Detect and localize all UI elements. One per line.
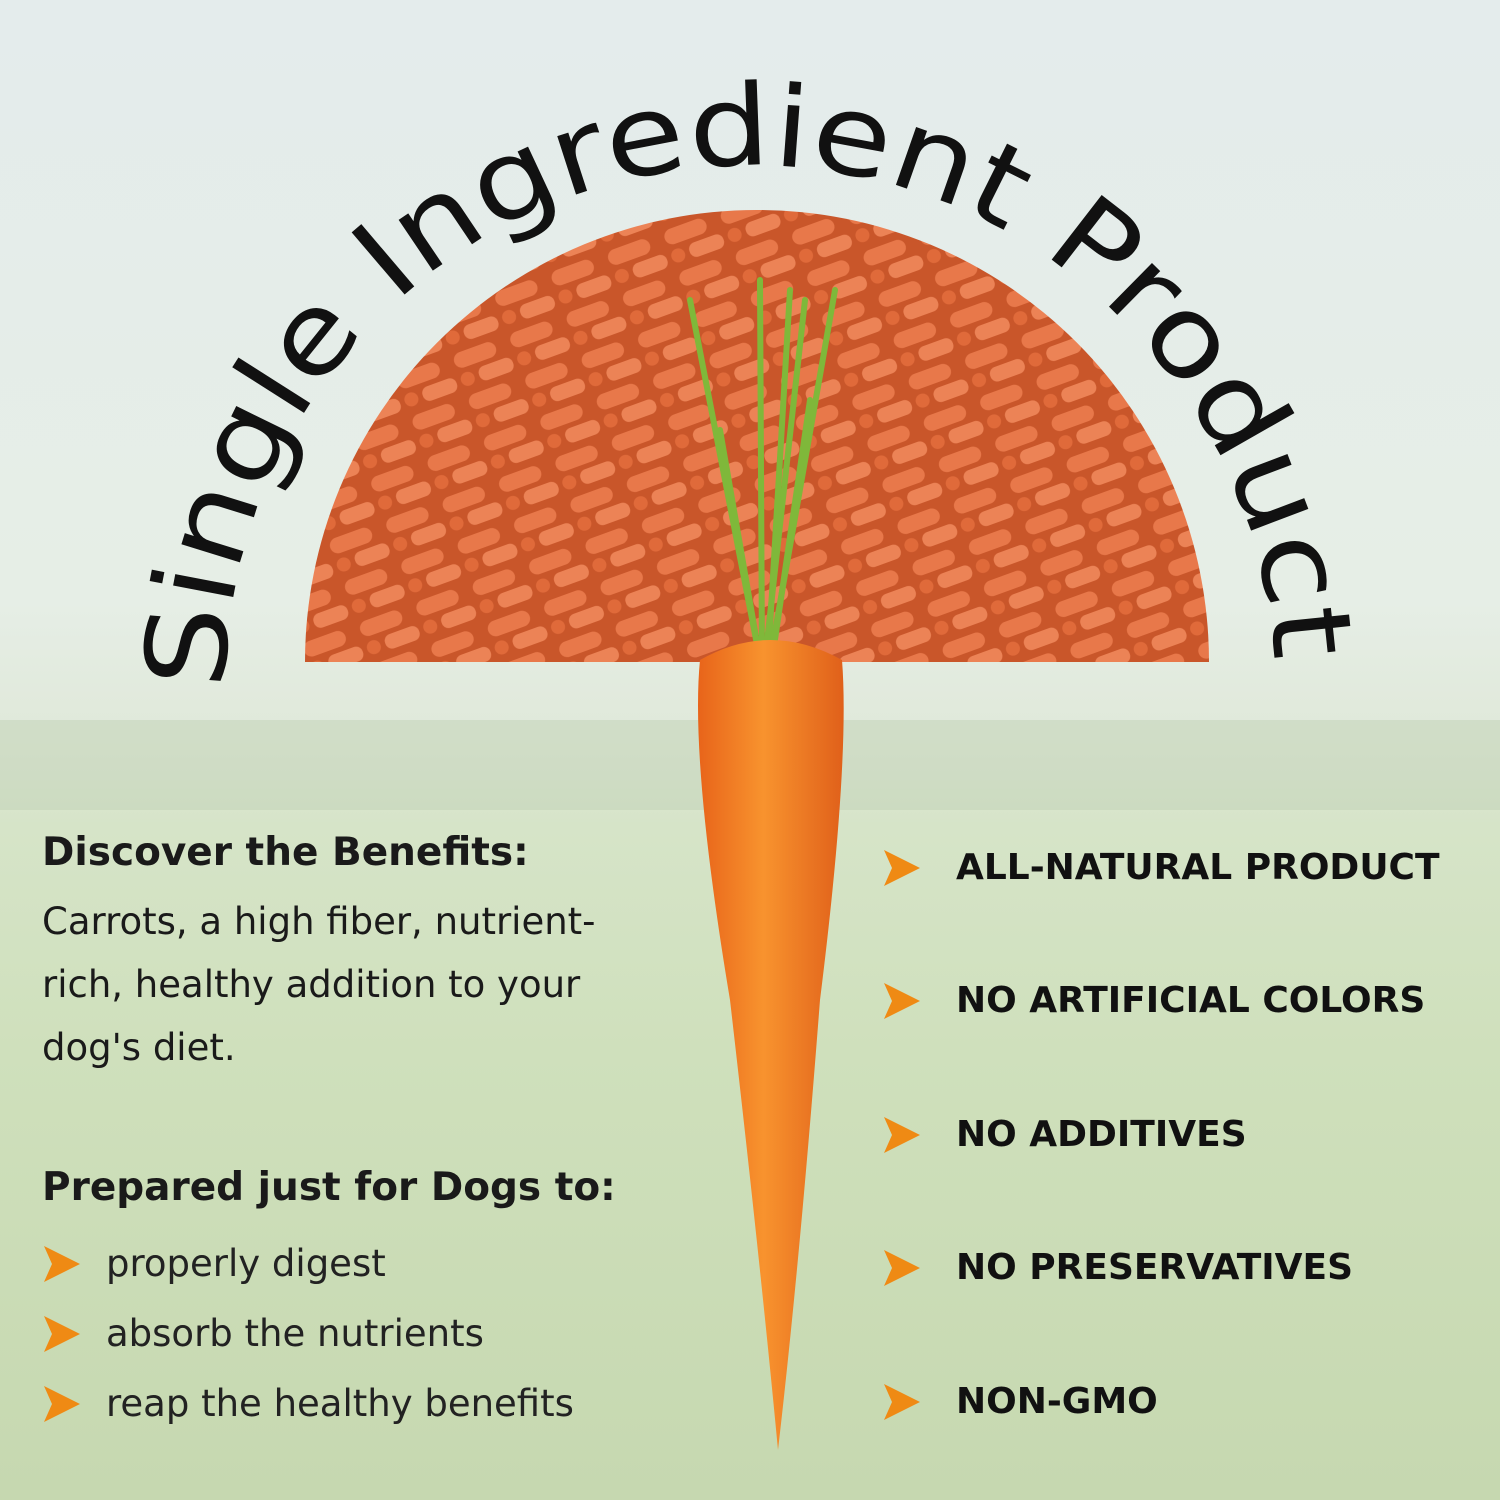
prepared-item-label: absorb the nutrients [106,1312,484,1355]
benefits-body: Carrots, a high fiber, nutrient- rich, h… [42,890,596,1079]
feature-label: NO PRESERVATIVES [956,1247,1354,1288]
arrow-right-icon [882,1248,922,1288]
prepared-item: absorb the nutrients [42,1312,484,1355]
carrot-pellets-dome [305,210,1209,662]
prepared-heading: Prepared just for Dogs to: [42,1165,616,1210]
feature-label: NO ADDITIVES [956,1114,1247,1155]
arrow-right-icon [882,1115,922,1155]
feature-item: NO PRESERVATIVES [882,1247,1353,1288]
prepared-item: properly digest [42,1242,386,1285]
prepared-item-label: reap the healthy benefits [106,1382,574,1425]
benefits-line: rich, healthy addition to your [42,963,581,1006]
carrot-greens [687,277,838,663]
arrow-right-icon [882,848,922,888]
arrow-right-icon [42,1244,82,1284]
arrow-right-icon [42,1314,82,1354]
prepared-item: reap the healthy benefits [42,1382,574,1425]
feature-label: NON-GMO [956,1381,1158,1422]
prepared-item-label: properly digest [106,1242,386,1285]
benefits-heading: Discover the Benefits: [42,830,529,875]
feature-item: NO ADDITIVES [882,1114,1247,1155]
arrow-right-icon [42,1384,82,1424]
feature-item: NO ARTIFICIAL COLORS [882,980,1425,1021]
feature-item: NON-GMO [882,1381,1158,1422]
benefits-line: dog's diet. [42,1026,236,1069]
benefits-line: Carrots, a high fiber, nutrient- [42,900,596,943]
feature-label: ALL-NATURAL PRODUCT [956,847,1440,888]
arrow-right-icon [882,1382,922,1422]
feature-label: NO ARTIFICIAL COLORS [956,980,1426,1021]
feature-item: ALL-NATURAL PRODUCT [882,847,1440,888]
arrow-right-icon [882,981,922,1021]
carrot-image [698,640,844,1450]
